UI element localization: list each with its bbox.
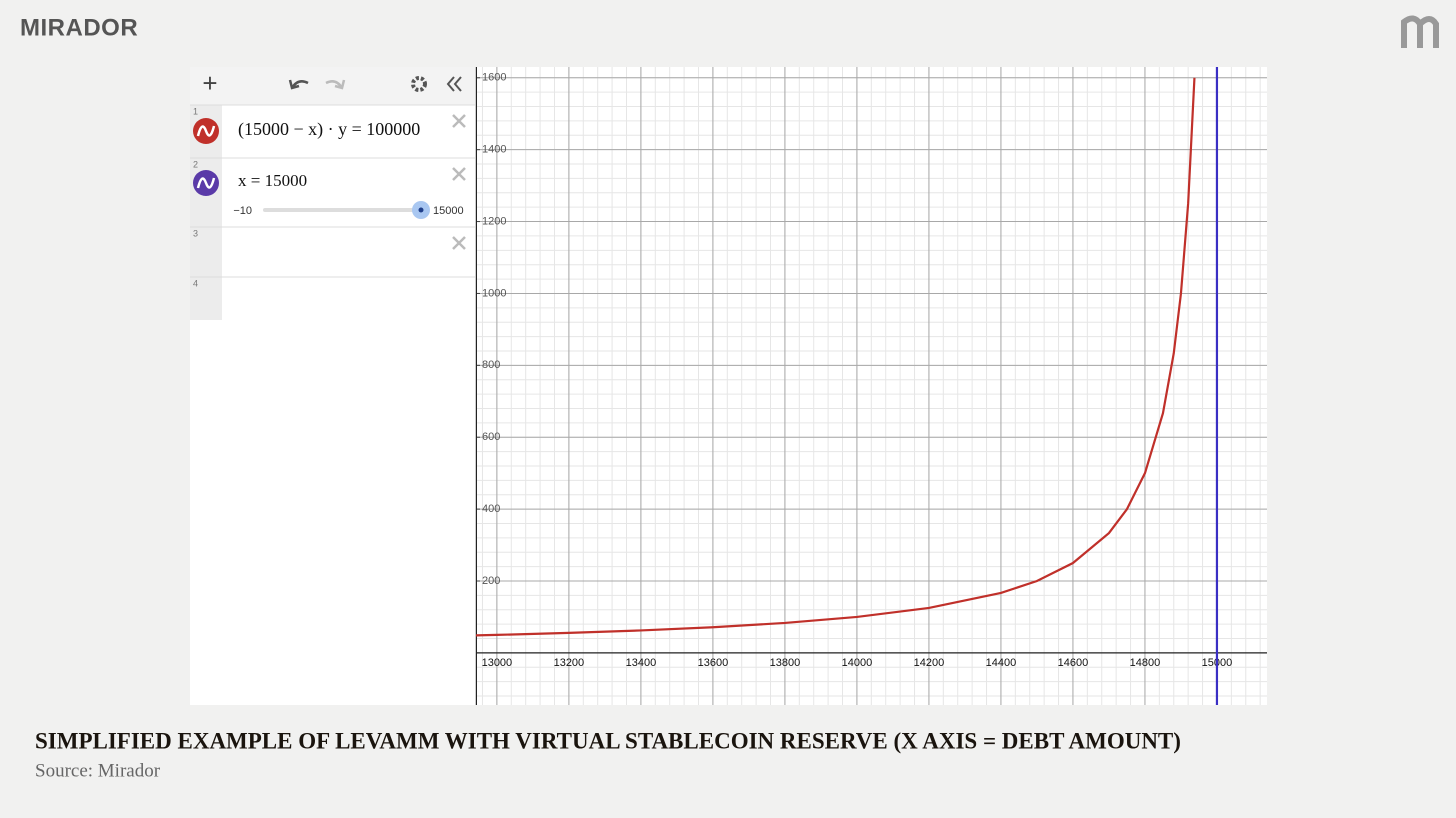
y-tick-label: 1600: [482, 72, 506, 84]
x-tick-label: 14200: [914, 657, 945, 669]
y-tick-label: 1200: [482, 215, 506, 227]
slider-handle-dot: [418, 207, 424, 213]
delete-button[interactable]: [452, 236, 466, 250]
delete-button[interactable]: [452, 167, 466, 181]
toolbar: [190, 67, 476, 105]
expression-panel: [190, 67, 476, 705]
row-number: 2: [193, 159, 198, 169]
collapse-button[interactable]: [446, 76, 462, 92]
caption-title: SIMPLIFIED EXAMPLE OF LEVAMM WITH VIRTUA…: [35, 728, 1181, 753]
add-button[interactable]: +: [202, 68, 217, 98]
delete-button[interactable]: [452, 114, 466, 128]
row-number: 1: [193, 106, 198, 116]
y-tick-label: 200: [482, 575, 500, 587]
row-number: 4: [193, 278, 198, 288]
slider-min[interactable]: −10: [233, 205, 252, 217]
x-tick-label: 13800: [770, 657, 801, 669]
y-tick-label: 400: [482, 503, 500, 515]
x-tick-label: 13600: [698, 657, 729, 669]
brand: MIRADOR: [20, 14, 138, 41]
curve: [476, 77, 1196, 637]
caption-source: Source: Mirador: [35, 760, 161, 781]
wave: [196, 125, 216, 137]
redo-button[interactable]: [325, 79, 346, 90]
x-tick-label: 14000: [842, 657, 873, 669]
undo-button[interactable]: [288, 79, 309, 90]
y-tick-label: 1000: [482, 287, 506, 299]
y-tick-label: 600: [482, 431, 500, 443]
plot: 13000 13200 13400 13600 13800 14000 14200 14400…: [476, 67, 1267, 705]
x-tick-label: 14600: [1058, 657, 1089, 669]
x-tick-label: 13000: [482, 657, 513, 669]
wave: [196, 177, 216, 189]
settings-button[interactable]: [411, 76, 427, 92]
y-tick-label: 800: [482, 359, 500, 371]
x-tick-label: 14800: [1130, 657, 1161, 669]
slider-max[interactable]: 15000: [433, 205, 464, 217]
x-tick-label: 13400: [626, 657, 657, 669]
y-tick-label: 1400: [482, 144, 506, 156]
logo: [1401, 15, 1439, 48]
x-tick-label: 14400: [986, 657, 1017, 669]
x-tick-label: 13200: [554, 657, 585, 669]
expression[interactable]: x = 15000: [238, 171, 307, 190]
row-number: 3: [193, 228, 198, 238]
expression[interactable]: (15000 − x) · y = 100000: [238, 119, 420, 140]
